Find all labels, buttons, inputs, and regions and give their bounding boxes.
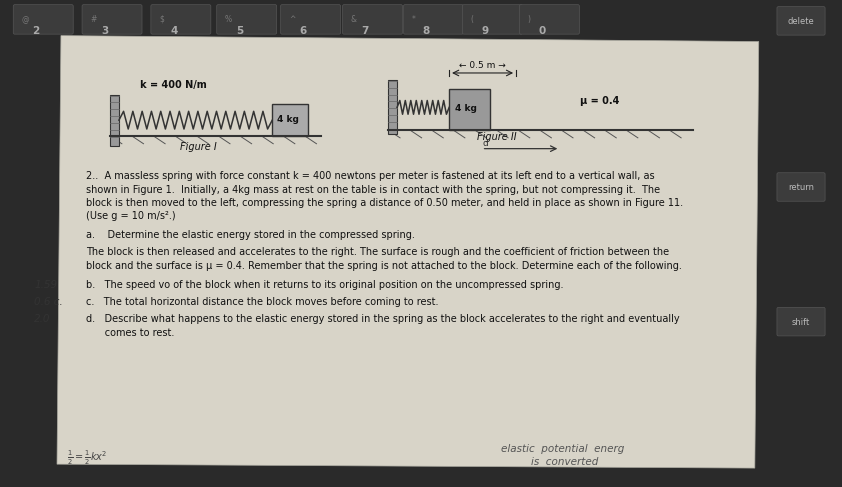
Text: 8: 8 (423, 26, 430, 36)
FancyBboxPatch shape (777, 173, 825, 201)
FancyBboxPatch shape (520, 5, 579, 34)
Text: comes to rest.: comes to rest. (87, 328, 175, 337)
Text: block and the surface is μ = 0.4. Remember that the spring is not attached to th: block and the surface is μ = 0.4. Rememb… (87, 261, 682, 271)
Text: 2.0: 2.0 (35, 314, 51, 324)
FancyBboxPatch shape (280, 5, 340, 34)
Text: block is then moved to the left, compressing the spring a distance of 0.50 meter: block is then moved to the left, compres… (87, 198, 684, 208)
Text: ← 0.5 m →: ← 0.5 m → (459, 61, 506, 70)
Text: Figure II: Figure II (477, 132, 516, 142)
Text: *: * (412, 15, 416, 24)
Text: 3: 3 (101, 26, 109, 36)
Text: ): ) (528, 15, 530, 24)
Bar (388, 80, 397, 134)
Text: Figure I: Figure I (180, 142, 217, 151)
Text: μ = 0.4: μ = 0.4 (580, 96, 619, 107)
FancyBboxPatch shape (13, 5, 73, 34)
Text: 0: 0 (539, 26, 546, 36)
Text: b.   The speed vᴏ of the block when it returns to its original position on the u: b. The speed vᴏ of the block when it ret… (87, 280, 564, 290)
FancyBboxPatch shape (777, 307, 825, 336)
Text: a.    Determine the elastic energy stored in the compressed spring.: a. Determine the elastic energy stored i… (87, 230, 415, 240)
Text: The block is then released and accelerates to the right. The surface is rough an: The block is then released and accelerat… (87, 247, 669, 258)
FancyBboxPatch shape (216, 5, 277, 34)
Text: (: ( (471, 15, 474, 24)
Text: k = 400 N/m: k = 400 N/m (140, 80, 206, 90)
FancyBboxPatch shape (343, 5, 402, 34)
Text: is  converted: is converted (530, 457, 598, 467)
Text: %: % (225, 15, 232, 24)
Text: d.   Describe what happens to the elastic energy stored in the spring as the blo: d. Describe what happens to the elastic … (87, 314, 680, 324)
Text: 1.59: 1.59 (35, 280, 57, 290)
Bar (449, 89, 490, 130)
Text: 5: 5 (236, 26, 243, 36)
Text: 2..  A massless spring with force constant k = 400 newtons per meter is fastened: 2.. A massless spring with force constan… (87, 171, 655, 181)
Text: 9: 9 (482, 26, 488, 36)
Text: (Use g = 10 m/s².): (Use g = 10 m/s².) (87, 211, 176, 221)
Text: ^: ^ (289, 15, 296, 24)
Text: shown in Figure 1.  Initially, a 4kg mass at rest on the table is in contact wit: shown in Figure 1. Initially, a 4kg mass… (87, 185, 661, 194)
Text: $\frac{1}{2} = \frac{1}{2}kx^2$: $\frac{1}{2} = \frac{1}{2}kx^2$ (67, 449, 108, 467)
Bar (272, 104, 307, 136)
FancyBboxPatch shape (82, 5, 142, 34)
Text: c.   The total horizontal distance the block moves before coming to rest.: c. The total horizontal distance the blo… (87, 297, 439, 307)
FancyBboxPatch shape (151, 5, 210, 34)
Text: 2: 2 (33, 26, 40, 36)
Text: 4: 4 (170, 26, 178, 36)
Text: 4 kg: 4 kg (455, 104, 477, 113)
Text: 6: 6 (300, 26, 307, 36)
Text: 4 kg: 4 kg (277, 115, 299, 124)
Bar (110, 94, 119, 146)
Text: 0.6 c.: 0.6 c. (35, 297, 63, 307)
Text: @: @ (22, 15, 29, 24)
Text: return: return (788, 184, 814, 192)
Text: #: # (90, 15, 97, 24)
Text: shift: shift (791, 318, 810, 327)
Text: $: $ (159, 15, 164, 24)
Text: &: & (351, 15, 357, 24)
Text: d: d (482, 139, 488, 148)
Text: elastic  potential  energ: elastic potential energ (501, 445, 625, 454)
FancyBboxPatch shape (403, 5, 463, 34)
Text: 7: 7 (362, 26, 369, 36)
FancyBboxPatch shape (462, 5, 522, 34)
Text: delete: delete (787, 18, 814, 26)
FancyBboxPatch shape (777, 7, 825, 35)
Polygon shape (57, 36, 759, 468)
